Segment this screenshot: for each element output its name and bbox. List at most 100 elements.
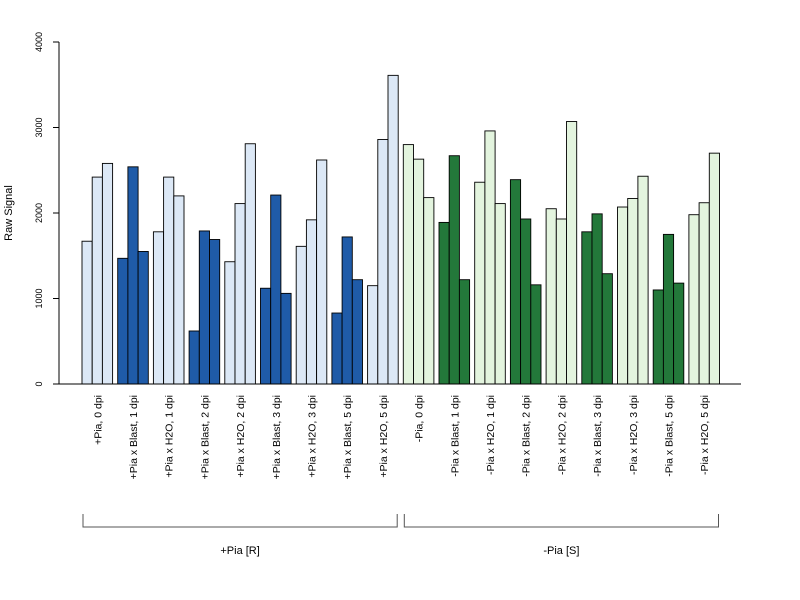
bar <box>234 203 246 385</box>
bar <box>127 166 139 385</box>
category-label: +Pia x H2O, 3 dpi <box>307 395 319 478</box>
bar-group <box>581 213 613 385</box>
y-tick-label: 1000 <box>34 288 44 308</box>
bar <box>494 203 506 385</box>
bar-group <box>152 176 185 385</box>
category-label: +Pia x H2O, 5 dpi <box>378 395 390 478</box>
bracket-line <box>403 514 719 528</box>
bar-group <box>117 166 149 385</box>
bar <box>423 197 435 385</box>
bar-group <box>331 236 363 385</box>
bar <box>601 273 613 385</box>
bar <box>413 158 425 385</box>
category-label: +Pia x H2O, 2 dpi <box>235 395 247 478</box>
category-label: -Pia x Blast, 3 dpi <box>592 395 604 477</box>
category-label: -Pia x H2O, 5 dpi <box>699 395 711 475</box>
bar <box>545 208 557 385</box>
bar <box>387 74 399 385</box>
bar-group <box>260 194 292 385</box>
bar <box>305 219 318 385</box>
bar <box>163 176 175 385</box>
bar-group <box>474 130 506 385</box>
bar <box>627 198 639 385</box>
bar <box>637 175 649 385</box>
bar-group <box>367 74 399 385</box>
bar <box>708 152 720 385</box>
bar <box>280 292 292 385</box>
bar <box>81 240 93 385</box>
bar <box>530 284 542 385</box>
bars <box>81 74 720 385</box>
bar-group <box>545 121 578 385</box>
bar <box>458 279 471 385</box>
bar-group <box>81 162 114 385</box>
category-label: -Pia x H2O, 2 dpi <box>556 395 568 475</box>
bar-group <box>509 179 542 385</box>
bar-group <box>402 144 435 385</box>
bar <box>351 279 363 385</box>
bar <box>209 239 221 385</box>
bar <box>244 143 256 385</box>
category-label: -Pia x H2O, 3 dpi <box>628 395 640 475</box>
bar <box>91 176 103 385</box>
bar <box>484 130 496 385</box>
group-bracket: -Pia [S] <box>403 514 719 557</box>
bar-group <box>617 175 649 385</box>
bar-group <box>652 233 685 385</box>
bar <box>260 287 272 385</box>
bar <box>566 121 578 385</box>
bar <box>367 285 379 385</box>
bar <box>520 218 532 385</box>
bar <box>152 231 165 385</box>
bar <box>474 181 486 385</box>
bar <box>295 245 307 385</box>
bar <box>117 257 129 385</box>
bar <box>438 221 450 385</box>
bar-group <box>438 155 471 385</box>
bar <box>673 282 685 385</box>
bar <box>270 194 282 385</box>
category-label: +Pia x Blast, 1 dpi <box>128 395 140 479</box>
bar <box>698 202 710 385</box>
bar <box>331 312 343 385</box>
group-label: -Pia [S] <box>543 545 579 557</box>
y-axis: 0 1000 2000 3000 4000 <box>34 32 60 387</box>
bar <box>652 289 664 385</box>
category-label: -Pia x H2O, 1 dpi <box>485 395 497 475</box>
category-label: -Pia x Blast, 2 dpi <box>521 395 533 477</box>
y-tick-label: 0 <box>34 381 44 386</box>
bar <box>617 206 629 385</box>
y-tick-label: 4000 <box>34 32 44 52</box>
bar <box>509 179 522 385</box>
bar <box>555 218 567 385</box>
category-label: -Pia x Blast, 5 dpi <box>664 395 676 477</box>
category-label: +Pia x Blast, 3 dpi <box>271 395 283 479</box>
category-labels: +Pia, 0 dpi +Pia x Blast, 1 dpi +Pia x H2O… <box>92 395 711 479</box>
y-tick-label: 2000 <box>34 203 44 223</box>
bar <box>402 144 414 385</box>
y-tick-label: 3000 <box>34 117 44 137</box>
bar <box>688 214 700 385</box>
bar-group <box>688 152 720 385</box>
bar <box>173 195 185 385</box>
group-label: +Pia [R] <box>220 545 259 557</box>
bar <box>137 251 149 385</box>
bar-group <box>188 230 221 385</box>
bar <box>101 162 114 385</box>
bar <box>581 231 593 385</box>
category-label: +Pia, 0 dpi <box>92 395 104 445</box>
group-brackets: +Pia [R] -Pia [S] <box>82 514 719 557</box>
bar <box>341 236 353 385</box>
bracket-line <box>82 514 398 528</box>
bar <box>662 233 675 385</box>
y-axis-title: Raw Signal <box>3 185 15 241</box>
bar <box>198 230 210 385</box>
bar <box>377 139 389 385</box>
category-label: +Pia x H2O, 1 dpi <box>164 395 176 478</box>
category-label: -Pia, 0 dpi <box>414 395 426 442</box>
category-label: -Pia x Blast, 1 dpi <box>449 395 461 477</box>
group-bracket: +Pia [R] <box>82 514 398 557</box>
bar <box>316 159 328 385</box>
bar <box>224 261 236 385</box>
